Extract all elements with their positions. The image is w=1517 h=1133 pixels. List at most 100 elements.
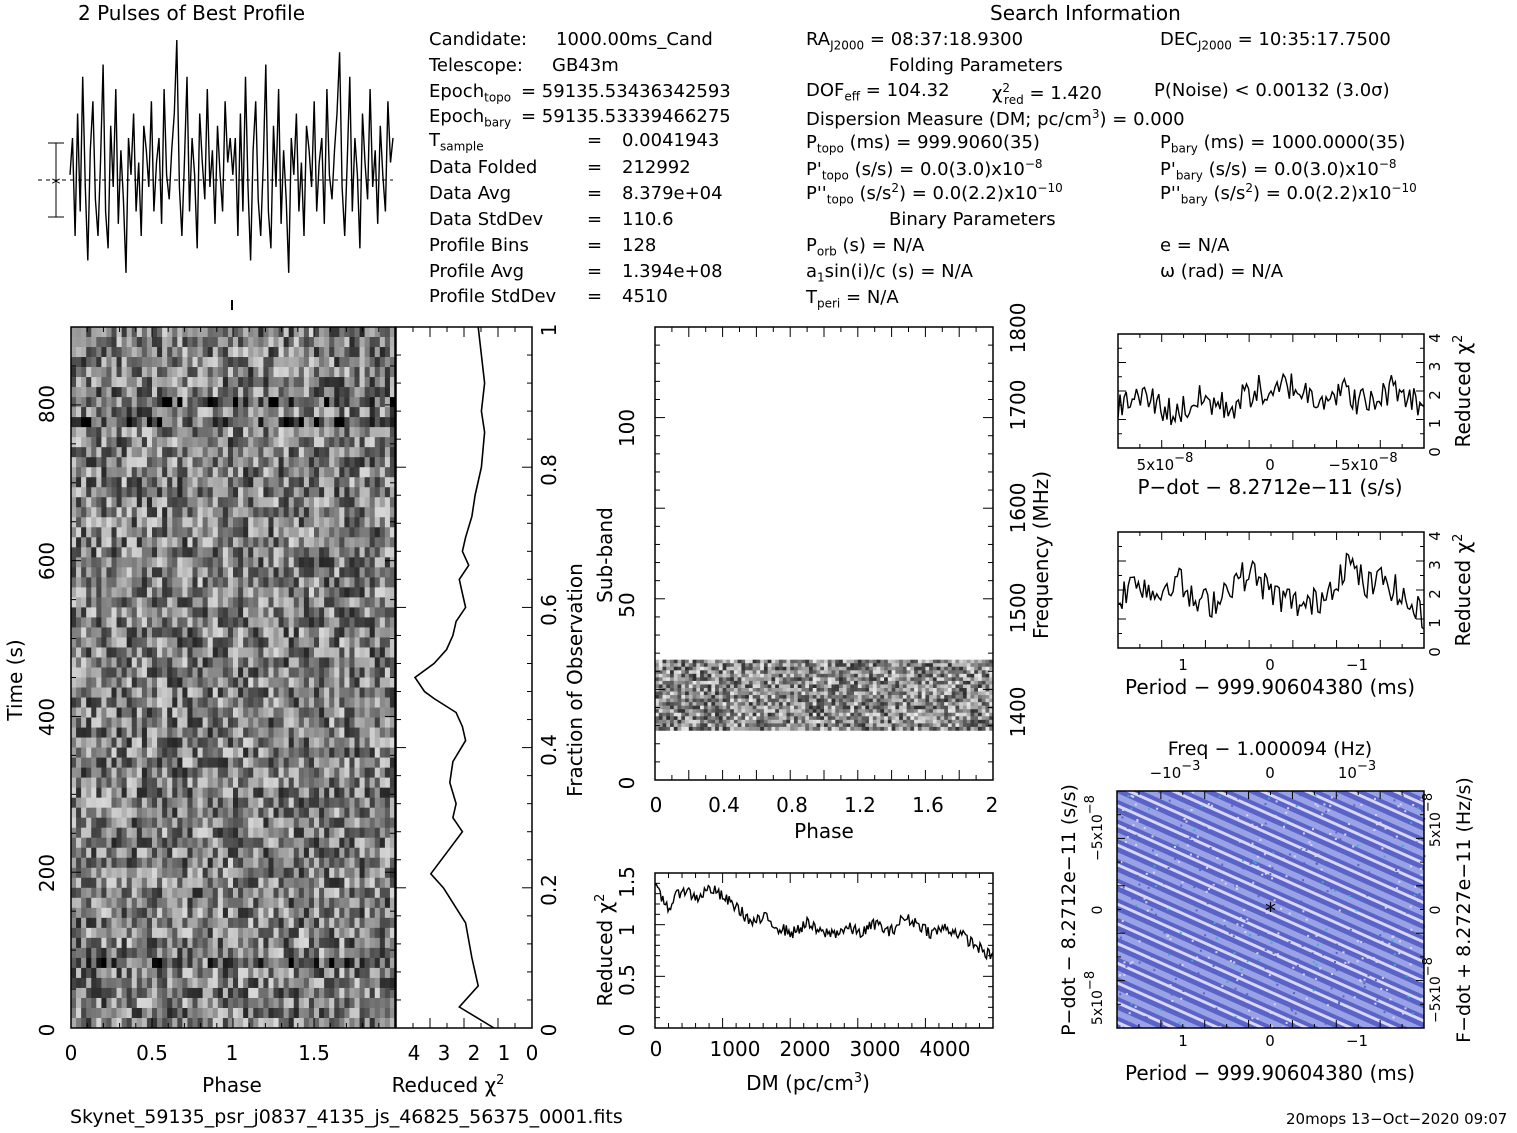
greyscale-cell [76,527,82,538]
greyscale-cell [111,597,117,608]
greyscale-cell [359,627,365,638]
subband-cell [711,663,716,668]
greyscale-cell [278,467,284,478]
greyscale-cell [258,617,264,628]
greyscale-cell [263,857,269,869]
greyscale-cell [116,527,122,538]
greyscale-cell [238,477,244,488]
greyscale-cell [379,697,386,708]
greyscale-cell [172,827,178,839]
greyscale-cell [172,1017,178,1029]
greyscale-cell [374,677,381,688]
greyscale-cell [217,397,224,408]
greyscale-cell [344,827,350,839]
greyscale-cell [227,917,234,929]
greyscale-cell [319,847,325,859]
greyscale-cell [177,817,183,829]
greyscale-cell [157,827,163,839]
greyscale-cell [126,847,133,859]
greyscale-cell [81,767,87,778]
greyscale-cell [106,817,112,829]
greyscale-cell [106,627,112,638]
greyscale-cell [101,677,107,688]
greyscale-cell [91,487,97,498]
greyscale-cell [293,737,300,748]
greyscale-cell [339,787,345,798]
greyscale-cell [131,877,138,889]
greyscale-cell [273,657,279,668]
greyscale-cell [167,777,173,788]
greyscale-cell [273,887,279,899]
greyscale-cell [106,637,112,648]
greyscale-cell [162,387,168,398]
greyscale-cell [182,417,188,428]
greyscale-cell [354,747,360,758]
greyscale-cell [314,517,320,528]
greyscale-cell [334,417,340,428]
greyscale-cell [141,507,148,518]
greyscale-cell [253,837,259,849]
greyscale-cell [258,637,264,648]
greyscale-cell [131,337,138,348]
greyscale-cell [238,717,244,728]
greyscale-cell [162,757,168,768]
greyscale-cell [293,777,300,788]
greyscale-cell [202,837,208,849]
greyscale-cell [136,367,143,378]
greyscale-cell [152,587,158,598]
greyscale-cell [238,357,244,368]
greyscale-cell [177,557,183,568]
greyscale-cell [339,447,345,458]
greyscale-cell [278,847,284,859]
greyscale-cell [384,537,391,548]
greyscale-cell [329,507,335,518]
greyscale-cell [344,917,350,929]
greyscale-cell [91,507,97,518]
greyscale-cell [172,957,178,969]
greyscale-cell [101,627,107,638]
greyscale-cell [308,777,315,788]
greyscale-cell [354,597,360,608]
greyscale-cell [258,327,264,338]
greyscale-cell [96,487,102,498]
folding-header: Folding Parameters [889,55,1063,76]
greyscale-cell [344,607,350,618]
greyscale-cell [131,807,138,818]
greyscale-cell [217,407,224,418]
greyscale-cell [197,657,203,668]
greyscale-cell [258,937,264,949]
y-tick-label: 200 [35,854,59,892]
greyscale-cell [389,727,396,738]
y-tick-label: 600 [35,542,59,580]
greyscale-cell [126,657,133,668]
greyscale-cell [116,547,122,558]
pbary-value: (ms) = 1000.0000(35) [1203,132,1406,153]
pdtopo-label: P' [806,159,822,180]
greyscale-cell [202,427,208,438]
greyscale-cell [314,407,320,418]
greyscale-cell [217,1007,224,1019]
subband-cell [673,666,678,671]
plot-frame [395,326,533,1029]
subband-cell [685,659,690,664]
greyscale-cell [126,507,133,518]
greyscale-cell [192,637,198,648]
greyscale-cell [354,527,360,538]
greyscale-cell [288,987,295,999]
greyscale-cell [303,337,310,348]
subband-cell [707,659,712,664]
greyscale-cell [258,377,264,388]
greyscale-cell [339,527,345,538]
greyscale-cell [222,767,229,778]
greyscale-cell [141,827,148,839]
greyscale-cell [308,567,315,578]
greyscale-cell [152,637,158,648]
greyscale-cell [314,427,320,438]
greyscale-cell [238,377,244,388]
greyscale-cell [227,367,234,378]
greyscale-cell [131,347,138,358]
greyscale-cell [298,1017,305,1029]
greyscale-cell [76,607,82,618]
greyscale-cell [319,667,325,678]
greyscale-cell [283,477,289,488]
